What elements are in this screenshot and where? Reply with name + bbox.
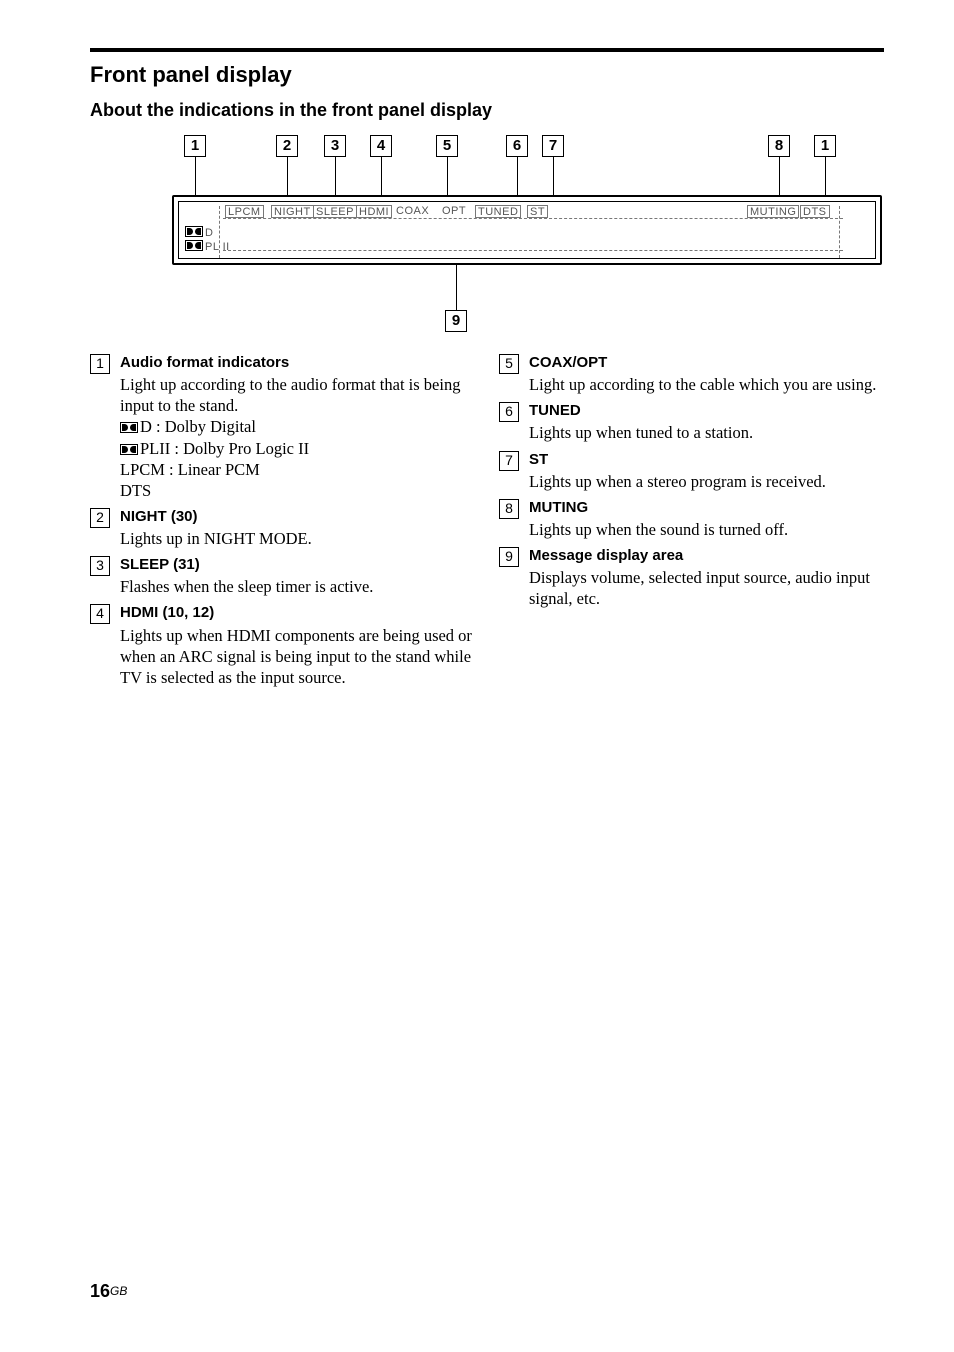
dolby-icon	[185, 226, 203, 237]
entry-body: Light up according to the audio format t…	[120, 374, 475, 416]
entry-9: 9 Message display area Displays volume, se…	[499, 546, 884, 609]
entry-title: Message display area	[529, 546, 884, 565]
lcd-underline	[223, 218, 843, 219]
lcd-indicator: SLEEP	[313, 205, 357, 218]
entry-body: Lights up in NIGHT MODE.	[120, 528, 475, 549]
entry-3: 3 SLEEP (31) Flashes when the sleep timer …	[90, 555, 475, 597]
description-columns: 1 Audio format indicators Light up accordi…	[90, 353, 884, 694]
entry-2: 2 NIGHT (30) Lights up in NIGHT MODE.	[90, 507, 475, 549]
lcd-inner: LPCM NIGHTSLEEPHDMI COAX OPT TUNED ST MUTINGDT…	[178, 201, 876, 259]
entry-number: 8	[499, 499, 519, 519]
entry-body-text: PLII : Dolby Pro Logic II	[140, 439, 309, 458]
entry-body: Lights up when a stereo program is recei…	[529, 471, 884, 492]
entry-1: 1 Audio format indicators Light up accordi…	[90, 353, 475, 501]
entry-title: Audio format indicators	[120, 353, 475, 372]
entry-body: Light up according to the cable which yo…	[529, 374, 884, 395]
entry-body: Lights up when HDMI components are being…	[120, 625, 475, 688]
lcd-indicator: COAX	[396, 205, 429, 217]
lcd-indicator: LPCM	[225, 205, 264, 218]
entry-title: MUTING	[529, 498, 884, 517]
callout-8: 8	[768, 135, 790, 157]
entry-body-text: LPCM : Linear PCM	[120, 460, 260, 479]
dolby-icon	[185, 240, 203, 251]
section-rule	[90, 48, 884, 52]
dolby-icon	[120, 444, 138, 455]
entry-number: 4	[90, 604, 110, 624]
lcd-dolby-text-1: D	[205, 227, 213, 239]
entry-number: 2	[90, 508, 110, 528]
page-number: 16	[90, 1281, 110, 1301]
entry-body-line: PLII : Dolby Pro Logic II	[120, 438, 475, 459]
callout-5: 5	[436, 135, 458, 157]
dolby-icon	[120, 422, 138, 433]
entry-body-line: D : Dolby Digital	[120, 416, 475, 437]
callout-7: 7	[542, 135, 564, 157]
lcd-underline-2	[223, 250, 843, 251]
entry-number: 3	[90, 556, 110, 576]
lcd-indicator: ST	[527, 205, 548, 218]
callout-lead	[553, 157, 554, 197]
right-column: 5 COAX/OPT Light up according to the cable…	[499, 353, 884, 694]
entry-5: 5 COAX/OPT Light up according to the cable…	[499, 353, 884, 395]
callout-lead	[825, 157, 826, 197]
callout-6: 6	[506, 135, 528, 157]
section-subtitle: About the indications in the front panel…	[90, 100, 884, 121]
lcd-indicator: HDMI	[356, 205, 392, 218]
lcd-vsep-left	[219, 206, 220, 258]
callout-2: 2	[276, 135, 298, 157]
lcd-indicator: TUNED	[475, 205, 521, 218]
entry-8: 8 MUTING Lights up when the sound is turne…	[499, 498, 884, 540]
lcd-dolby-line-2: PL II	[185, 240, 230, 253]
entry-body: Lights up when tuned to a station.	[529, 422, 884, 443]
entry-title: NIGHT (30)	[120, 507, 475, 526]
callout-lead	[447, 157, 448, 197]
entry-4: 4 HDMI (10, 12) Lights up when HDMI compon…	[90, 603, 475, 688]
entry-number: 9	[499, 547, 519, 567]
callout-4: 4	[370, 135, 392, 157]
callout-9: 9	[445, 310, 467, 332]
callout-1: 1	[184, 135, 206, 157]
entry-title: ST	[529, 450, 884, 469]
entry-number: 5	[499, 354, 519, 374]
entry-number: 6	[499, 402, 519, 422]
lcd-indicator: MUTING	[747, 205, 799, 218]
callout-lead	[335, 157, 336, 197]
page-footer: 16GB	[90, 1281, 127, 1302]
entry-title: SLEEP (31)	[120, 555, 475, 574]
entry-7: 7 ST Lights up when a stereo program is re…	[499, 450, 884, 492]
entry-title: COAX/OPT	[529, 353, 884, 372]
lcd-dolby-text-2: PL II	[205, 241, 230, 253]
entry-number: 7	[499, 451, 519, 471]
front-panel-diagram: 1 2 3 4 5 67 8 1 LPCM NIGHTSLEEPHDMI COAX OPT TUNED…	[90, 135, 884, 351]
left-column: 1 Audio format indicators Light up accordi…	[90, 353, 475, 694]
callout-1: 1	[814, 135, 836, 157]
lcd-indicator: OPT	[442, 205, 466, 217]
lcd-indicator: NIGHT	[271, 205, 314, 218]
entry-body: Lights up when the sound is turned off.	[529, 519, 884, 540]
callout-lead	[287, 157, 288, 197]
callout-lead	[195, 157, 196, 197]
section-title: Front panel display	[90, 62, 884, 88]
callout-9-lead	[456, 265, 457, 310]
region-code: GB	[110, 1284, 127, 1298]
callout-lead	[517, 157, 518, 197]
lcd-panel: LPCM NIGHTSLEEPHDMI COAX OPT TUNED ST MUTINGDT…	[172, 195, 882, 265]
entry-number: 1	[90, 354, 110, 374]
callout-lead	[381, 157, 382, 197]
callout-lead	[779, 157, 780, 197]
entry-body-line: DTS	[120, 480, 475, 501]
lcd-indicator: DTS	[800, 205, 830, 218]
entry-6: 6 TUNED Lights up when tuned to a station.	[499, 401, 884, 443]
entry-title: TUNED	[529, 401, 884, 420]
entry-title: HDMI (10, 12)	[120, 603, 475, 622]
entry-body: Displays volume, selected input source, …	[529, 567, 884, 609]
lcd-dolby-line-1: D	[185, 226, 213, 239]
entry-body: Flashes when the sleep timer is active.	[120, 576, 475, 597]
entry-body-line: LPCM : Linear PCM	[120, 459, 475, 480]
entry-body-text: D : Dolby Digital	[140, 417, 256, 436]
callout-3: 3	[324, 135, 346, 157]
lcd-vsep-right	[839, 206, 840, 258]
entry-body-text: DTS	[120, 481, 151, 500]
